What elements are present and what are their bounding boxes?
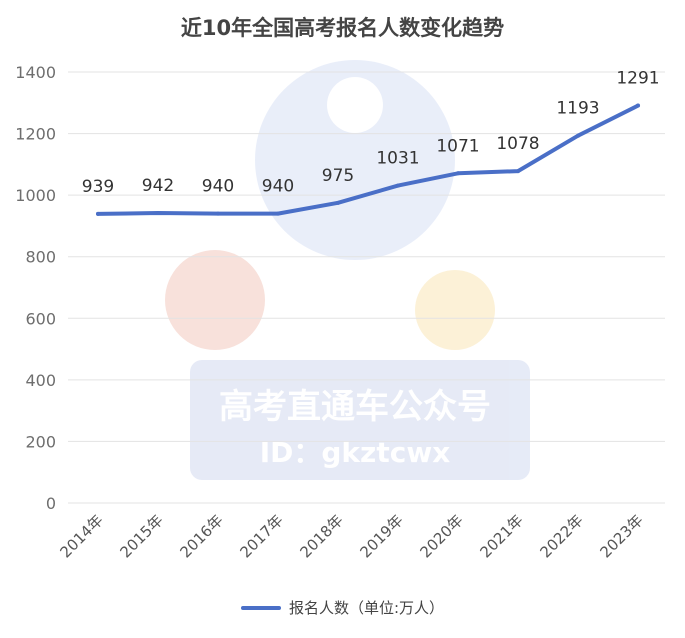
data-point [336, 200, 340, 205]
data-point [576, 133, 580, 138]
x-tick-label: 2022年 [536, 511, 586, 561]
data-point [516, 169, 520, 174]
watermark: 高考直通车公众号 ID：gkztcwx [165, 60, 530, 480]
data-label: 1193 [556, 99, 599, 119]
watermark-fish-shape [165, 250, 265, 350]
legend-label: 报名人数（单位:万人） [288, 599, 445, 617]
y-tick-label: 1000 [15, 186, 56, 205]
data-label: 1031 [376, 149, 419, 169]
y-tick-label: 1200 [15, 125, 56, 144]
y-tick-label: 1400 [15, 63, 56, 82]
data-label: 1071 [436, 136, 479, 156]
data-label: 1078 [496, 134, 539, 154]
x-tick-label: 2019年 [356, 511, 406, 561]
data-point [216, 211, 220, 216]
data-point [156, 210, 160, 215]
y-tick-label: 200 [25, 432, 56, 451]
legend: 报名人数（单位:万人） [0, 597, 685, 618]
x-tick-label: 2023年 [596, 511, 646, 561]
series-group: 939 942 940 940 975 1031 1071 1078 1193 1291 [82, 69, 660, 216]
x-axis: 2014年 2015年 2016年 2017年 2018年 2019年 2020年 2021年… [56, 511, 646, 561]
data-label: 942 [142, 176, 174, 196]
data-label: 940 [202, 177, 234, 197]
data-label: 939 [82, 177, 114, 197]
data-label: 975 [322, 166, 354, 186]
watermark-text: 高考直通车公众号 [219, 387, 491, 427]
legend-swatch [240, 605, 281, 610]
y-axis: 0 200 400 600 800 1000 1200 1400 [15, 63, 56, 513]
x-tick-label: 2014年 [56, 511, 106, 561]
y-tick-label: 600 [25, 309, 56, 328]
x-tick-label: 2020年 [416, 511, 466, 561]
data-point [96, 211, 100, 216]
y-tick-label: 800 [25, 248, 56, 267]
data-label: 1291 [616, 69, 659, 89]
watermark-fish-tail-shape [415, 270, 495, 350]
y-tick-label: 400 [25, 371, 56, 390]
x-tick-label: 2017年 [236, 511, 286, 561]
x-tick-label: 2016年 [176, 511, 226, 561]
x-tick-label: 2015年 [116, 511, 166, 561]
x-tick-label: 2018年 [296, 511, 346, 561]
data-point [396, 183, 400, 188]
series-line [96, 103, 640, 216]
y-tick-label: 0 [46, 494, 56, 513]
data-label: 940 [262, 177, 294, 197]
watermark-banner [190, 360, 530, 480]
x-tick-label: 2021年 [476, 511, 526, 561]
data-point [276, 211, 280, 216]
data-point [456, 171, 460, 176]
watermark-mascot-badge [327, 77, 383, 133]
grid-lines [68, 71, 665, 504]
chart-title: 近10年全国高考报名人数变化趋势 [180, 16, 505, 40]
data-point [636, 103, 640, 108]
